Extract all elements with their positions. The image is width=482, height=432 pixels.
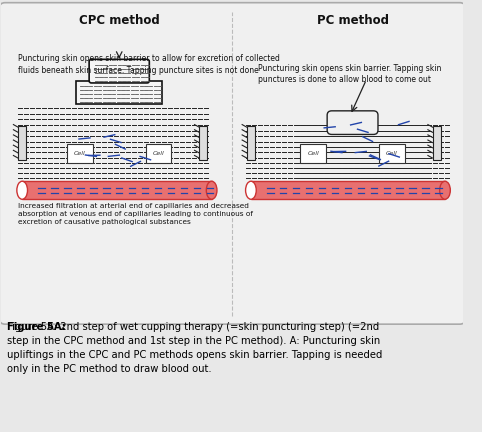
FancyBboxPatch shape [327, 111, 378, 134]
Bar [251, 181, 445, 199]
Text: Figure 5A:: Figure 5A: [7, 322, 66, 333]
FancyBboxPatch shape [0, 3, 465, 324]
Text: Increased filtration at arterial end of capillaries and decreased
absorption at : Increased filtration at arterial end of … [17, 203, 253, 225]
Bar [247, 126, 255, 160]
Text: Cell: Cell [153, 151, 164, 156]
Ellipse shape [17, 181, 27, 199]
Text: Puncturing skin opens skin barrier to allow for excretion of collected
fluids be: Puncturing skin opens skin barrier to al… [17, 54, 280, 75]
Bar [67, 144, 93, 163]
Ellipse shape [440, 181, 450, 199]
Text: Figure 5A: 2nd step of wet cupping therapy (=skin puncturing step) (=2nd
step in: Figure 5A: 2nd step of wet cupping thera… [7, 322, 382, 375]
Bar [146, 144, 172, 163]
Text: PC method: PC method [317, 14, 388, 27]
Ellipse shape [206, 181, 217, 199]
Text: Cell: Cell [74, 151, 86, 156]
Bar [300, 144, 326, 163]
Bar [432, 126, 441, 160]
Bar [199, 126, 207, 160]
FancyBboxPatch shape [89, 59, 149, 83]
Text: Puncturing skin opens skin barrier. Tapping skin
punctures is done to allow bloo: Puncturing skin opens skin barrier. Tapp… [258, 64, 441, 84]
Text: Cell: Cell [308, 151, 319, 156]
Bar [18, 126, 27, 160]
FancyBboxPatch shape [77, 81, 162, 105]
Text: Cell: Cell [386, 151, 398, 156]
Bar [22, 181, 212, 199]
Bar [379, 144, 405, 163]
Text: CPC method: CPC method [79, 14, 160, 27]
Ellipse shape [245, 181, 256, 199]
